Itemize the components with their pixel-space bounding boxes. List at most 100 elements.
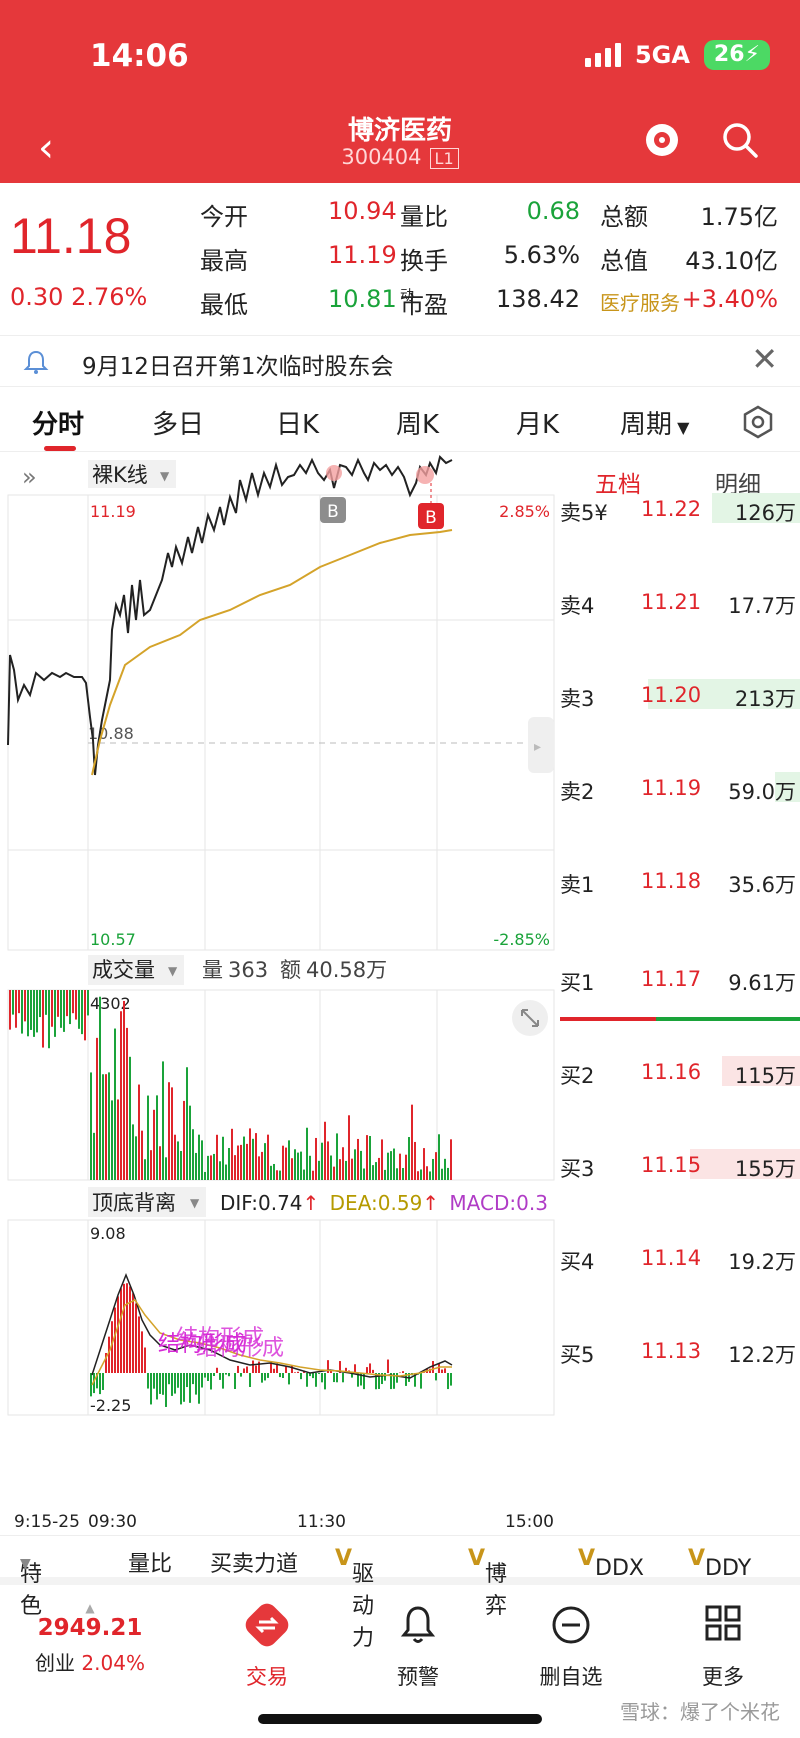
intraday-chart[interactable]: » 裸K线 ▼ 11.19 2.85% 10.88 10.57 -2.85% B…	[0, 455, 555, 1535]
close-icon[interactable]: ✕	[751, 340, 778, 378]
volume-bar	[324, 1121, 326, 1180]
kline-selector[interactable]	[88, 460, 176, 488]
settings-icon[interactable]	[740, 404, 776, 440]
macd-selector[interactable]	[88, 1187, 206, 1217]
indicator-strip: 特色 ▼ 量比 买卖力道 V 驱动力 V 博弈 V DDX V DDY	[0, 1535, 800, 1651]
volume-bar	[21, 990, 23, 1034]
buy-marker[interactable]: B	[416, 466, 444, 529]
macd-bar	[222, 1373, 224, 1389]
ask-row[interactable]: 卖4 11.21 17.7万	[555, 586, 800, 626]
watermark: 雪球：爆了个米花	[620, 1700, 780, 1724]
macd-bar	[381, 1373, 383, 1385]
macd-bar	[276, 1363, 278, 1373]
volume-bar	[63, 990, 65, 1032]
volume-bar	[132, 1124, 134, 1180]
tab-weekly-k[interactable]: 周K	[396, 410, 440, 440]
price-low-label: 10.57	[90, 930, 136, 949]
expand-icon[interactable]: »	[22, 463, 37, 491]
sector-link[interactable]: 医疗服务	[600, 291, 680, 315]
tab-daily-k[interactable]: 日K	[276, 410, 320, 440]
macd-bar	[168, 1373, 170, 1385]
change-value: 0.30	[10, 283, 64, 311]
macd-bar	[324, 1373, 326, 1390]
volume-selector[interactable]	[88, 955, 184, 985]
macd-bar	[258, 1361, 260, 1373]
macd-bar	[252, 1360, 254, 1373]
volume-bar	[354, 1149, 356, 1180]
macd-bar	[162, 1373, 164, 1395]
quote-value: 43.10亿	[685, 247, 778, 275]
indicator-volume-ratio[interactable]: 量比	[128, 1552, 173, 1577]
macd-bar	[321, 1373, 323, 1383]
home-indicator[interactable]	[258, 1714, 542, 1724]
quote-key: 总额	[600, 203, 648, 231]
macd-bar	[351, 1373, 353, 1378]
buy-marker[interactable]: B	[320, 465, 346, 523]
time-label: 15:00	[505, 1512, 554, 1532]
order-label: 卖1	[560, 873, 595, 897]
volume-bar	[78, 990, 80, 1029]
quote-value: 138.42	[496, 285, 580, 313]
mascot-icon[interactable]	[642, 120, 682, 160]
nav-remove-watchlist[interactable]: 删自选	[511, 1603, 631, 1691]
nav-remove-label: 删自选	[539, 1665, 603, 1689]
bid-row[interactable]: 买5 11.13 12.2万	[555, 1335, 800, 1375]
volume-bar	[321, 1142, 323, 1180]
order-vol: 155万	[734, 1157, 796, 1181]
indicator-buy-sell-force[interactable]: 买卖力道	[210, 1552, 299, 1577]
macd-bar	[111, 1321, 113, 1373]
order-price: 11.18	[641, 869, 702, 893]
macd-indicator-label: 顶底背离	[92, 1191, 176, 1215]
tab-intraday[interactable]: 分时	[32, 410, 85, 440]
volume-bar	[195, 1152, 197, 1180]
tab-period-label: 周期	[620, 410, 673, 440]
volume-bar	[15, 990, 17, 1028]
nav-alert[interactable]: 预警	[358, 1603, 478, 1691]
bid-row[interactable]: 买3 11.15 155万	[555, 1149, 800, 1189]
back-icon[interactable]: ‹	[38, 125, 54, 171]
notice-bar[interactable]: 9月12日召开第1次临时股东会 ✕	[0, 335, 800, 387]
ask-row[interactable]: 卖5¥ 11.22 126万	[555, 493, 800, 533]
order-price: 11.19	[641, 776, 702, 800]
price-line	[7, 455, 453, 776]
bid-row[interactable]: 买2 11.16 115万	[555, 1056, 800, 1096]
index-value: 2949.21	[37, 1615, 143, 1641]
indicator-ddy[interactable]: V DDY	[688, 1546, 751, 1581]
ask-row[interactable]: 卖1 11.18 35.6万	[555, 865, 800, 905]
volume-bar	[114, 1028, 116, 1180]
bid-row[interactable]: 买1 11.17 9.61万	[555, 963, 800, 1003]
volume-bar	[426, 1166, 428, 1180]
index-ticker[interactable]: ▲ 2949.21 创业 2.04%	[10, 1601, 170, 1676]
volume-bar	[417, 1171, 419, 1180]
ask-row[interactable]: 卖2 11.19 59.0万	[555, 772, 800, 812]
search-icon[interactable]	[720, 120, 760, 160]
volume-bar	[279, 1170, 281, 1180]
volume-bar	[372, 1165, 374, 1180]
volume-bar	[369, 1136, 371, 1180]
indicator-driver[interactable]: V 驱动力	[335, 1546, 374, 1651]
volume-bar	[33, 990, 35, 1037]
tab-five-levels[interactable]: 五档	[595, 472, 641, 498]
tab-period[interactable]: 周期 ▼	[620, 404, 689, 441]
macd-bar	[240, 1373, 242, 1377]
volume-bar	[156, 1095, 158, 1180]
nav-trade[interactable]: 交易	[207, 1603, 327, 1691]
volume-bar	[147, 1095, 149, 1180]
order-vol: 19.2万	[728, 1250, 796, 1274]
nav-more[interactable]: 更多	[663, 1603, 783, 1691]
macd-bar	[357, 1373, 359, 1387]
indicator-ddx[interactable]: V DDX	[578, 1546, 644, 1581]
macd-bar	[144, 1347, 146, 1373]
volume-bar	[39, 990, 41, 1018]
tab-monthly-k[interactable]: 月K	[516, 410, 560, 440]
indicator-game[interactable]: V 博弈	[468, 1546, 507, 1619]
scroll-handle[interactable]	[528, 717, 554, 773]
volume-bar	[231, 1128, 233, 1180]
macd-bar	[126, 1283, 128, 1373]
macd-bar	[333, 1373, 335, 1383]
ask-row[interactable]: 卖3 11.20 213万	[555, 679, 800, 719]
fullscreen-icon[interactable]	[512, 1000, 548, 1036]
bid-row[interactable]: 买4 11.14 19.2万	[555, 1242, 800, 1282]
macd-bar	[405, 1373, 407, 1386]
tab-multiday[interactable]: 多日	[152, 410, 205, 440]
